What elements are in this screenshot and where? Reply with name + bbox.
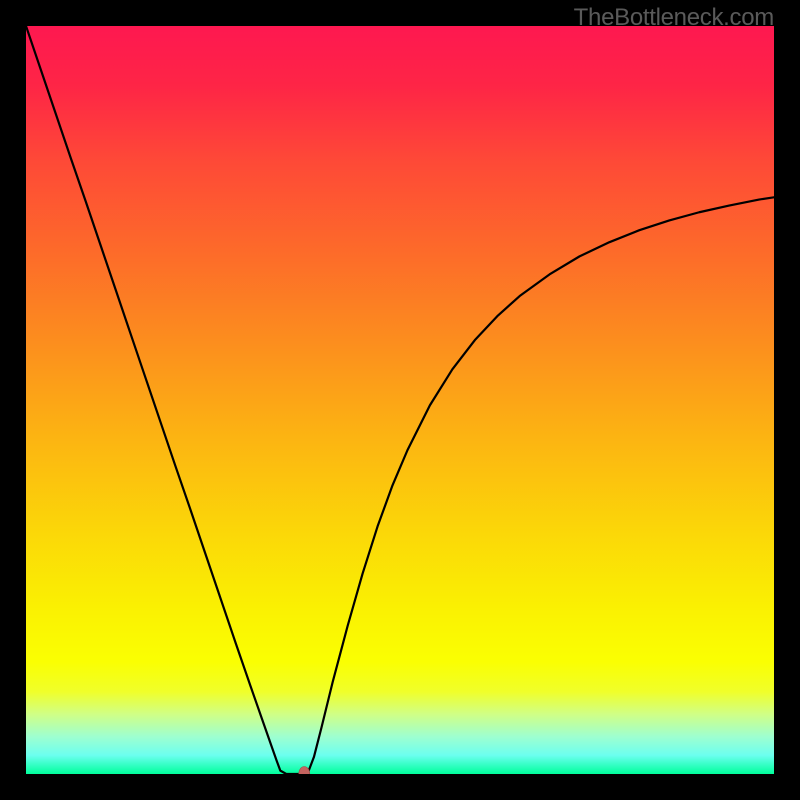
chart-background — [26, 26, 774, 774]
bottleneck-curve-chart — [26, 26, 774, 774]
chart-plot-area — [26, 26, 774, 774]
